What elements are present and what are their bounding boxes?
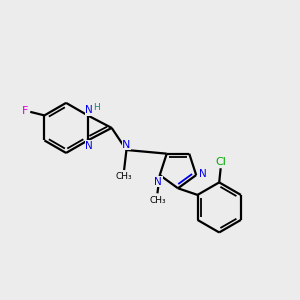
Text: N: N: [122, 140, 130, 150]
Text: N: N: [154, 176, 162, 187]
Text: N: N: [85, 105, 93, 115]
Text: F: F: [22, 106, 28, 116]
Text: CH₃: CH₃: [149, 196, 166, 205]
Text: H: H: [93, 103, 99, 112]
Text: CH₃: CH₃: [116, 172, 132, 182]
Text: N: N: [85, 141, 93, 151]
Text: N: N: [199, 169, 206, 179]
Text: Cl: Cl: [215, 157, 226, 167]
